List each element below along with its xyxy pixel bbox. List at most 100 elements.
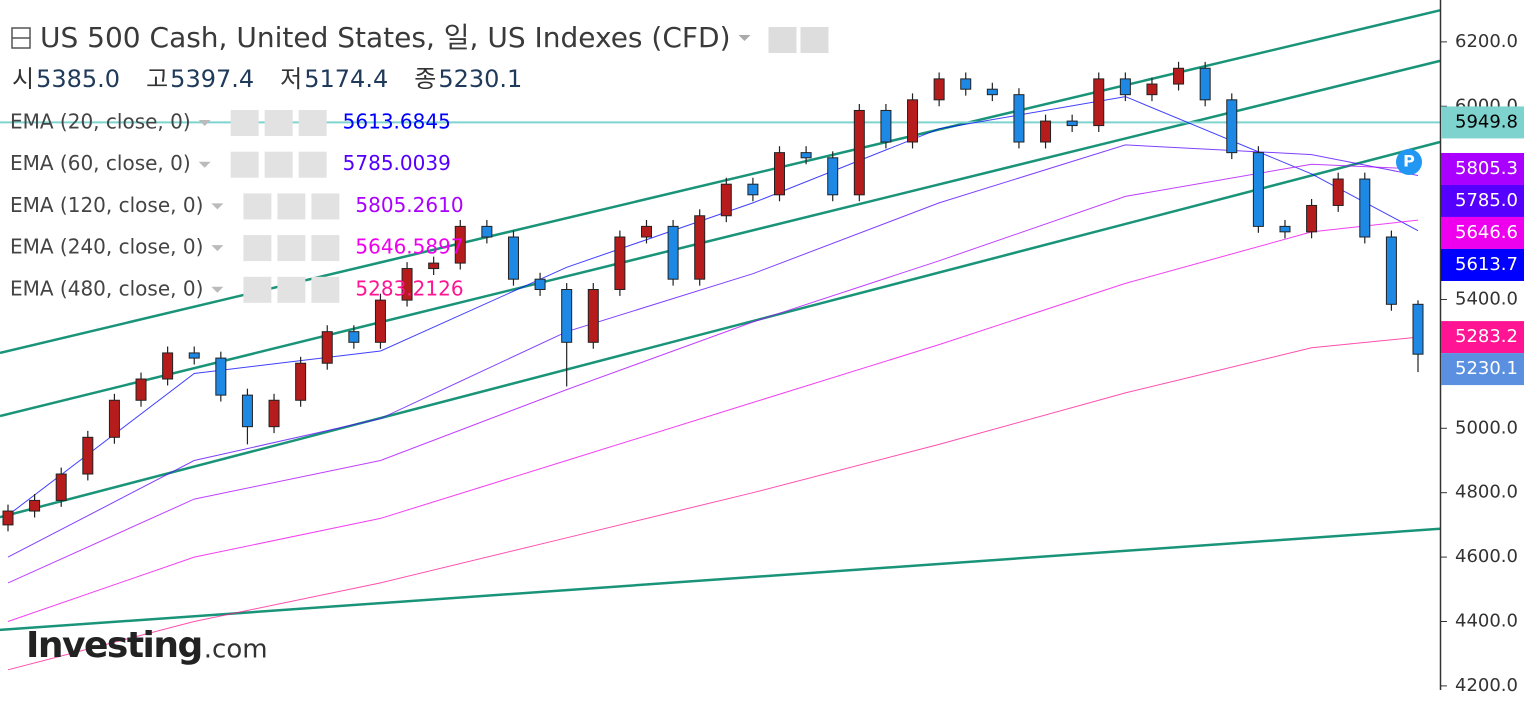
dropdown-arrow[interactable] bbox=[738, 35, 751, 41]
legend-icon[interactable] bbox=[311, 193, 340, 220]
y-tick-label: 4200.0 bbox=[1455, 675, 1518, 696]
candle-body bbox=[29, 499, 41, 512]
trend-line bbox=[0, 9, 1441, 355]
price-label-box bbox=[1441, 248, 1524, 281]
legend-icon[interactable] bbox=[277, 235, 306, 262]
candle-body bbox=[720, 183, 732, 217]
candle-body bbox=[374, 299, 386, 343]
candle-body bbox=[1173, 67, 1185, 85]
legend-icon[interactable] bbox=[311, 276, 340, 303]
legend-name: EMA (20, close, 0) bbox=[10, 110, 191, 134]
candle-body bbox=[1385, 236, 1397, 305]
price-label: 5949.8 bbox=[1455, 111, 1518, 132]
legend-dropdown[interactable] bbox=[198, 120, 211, 126]
price-label-box bbox=[1441, 106, 1524, 139]
legend-icon[interactable] bbox=[277, 276, 306, 303]
y-tick-label: 4800.0 bbox=[1455, 482, 1518, 503]
price-label-box bbox=[1441, 321, 1524, 354]
price-label: 5230.1 bbox=[1455, 358, 1518, 379]
candle-body bbox=[561, 288, 573, 343]
candle-body bbox=[694, 215, 706, 280]
price-label: 5283.2 bbox=[1455, 326, 1518, 347]
candle-body bbox=[1279, 225, 1291, 233]
legend-value: 5613.6845 bbox=[343, 110, 451, 134]
legend-icon[interactable] bbox=[264, 110, 293, 136]
header: US 500 Cash, United States, 일, US Indexe… bbox=[10, 21, 829, 303]
candle-body bbox=[428, 262, 440, 270]
legend-icon[interactable] bbox=[298, 151, 327, 178]
legend-icon[interactable] bbox=[243, 276, 272, 303]
legend-icon[interactable] bbox=[311, 235, 340, 262]
price-label-box bbox=[1441, 184, 1524, 217]
candle-body bbox=[454, 225, 466, 264]
price-label: 5785.0 bbox=[1455, 190, 1518, 211]
chart-title: US 500 Cash, United States, 일, US Indexe… bbox=[40, 21, 731, 54]
y-tick-label: 4600.0 bbox=[1455, 546, 1518, 567]
plot-area: P bbox=[0, 9, 1441, 671]
candle-body bbox=[960, 78, 972, 90]
legend-icon[interactable] bbox=[230, 110, 259, 136]
title-icon[interactable] bbox=[800, 27, 829, 53]
legend-dropdown[interactable] bbox=[198, 161, 211, 168]
price-label-box bbox=[1441, 353, 1524, 386]
candle-body bbox=[587, 288, 599, 343]
logo-brand: Investing bbox=[26, 625, 202, 666]
candle-body bbox=[800, 152, 812, 159]
ema-line bbox=[7, 336, 1419, 671]
candle-body bbox=[1332, 178, 1344, 206]
candle-body bbox=[2, 510, 14, 526]
legend-dropdown[interactable] bbox=[211, 245, 224, 252]
legend-icon[interactable] bbox=[230, 151, 259, 178]
ohlc-label: 고 bbox=[146, 65, 168, 93]
trend-line bbox=[0, 527, 1441, 632]
candle-body bbox=[1093, 78, 1105, 127]
legend-icon[interactable] bbox=[298, 110, 327, 136]
legend-name: EMA (240, close, 0) bbox=[10, 235, 203, 259]
candle-body bbox=[321, 331, 333, 364]
candle-body bbox=[534, 278, 546, 290]
ema-line bbox=[7, 163, 1419, 584]
candle-body bbox=[82, 436, 94, 475]
candle-body bbox=[1199, 67, 1211, 101]
marker-icon[interactable] bbox=[1396, 149, 1422, 175]
legend-value: 5283.2126 bbox=[355, 276, 463, 300]
candle-body bbox=[188, 352, 200, 359]
legend-icon[interactable] bbox=[264, 151, 293, 178]
candle-body bbox=[108, 399, 120, 438]
candle-body bbox=[1412, 303, 1424, 355]
legend-dropdown[interactable] bbox=[211, 203, 224, 210]
legend-icon[interactable] bbox=[243, 235, 272, 262]
candle-body bbox=[1146, 83, 1158, 96]
trend-line bbox=[0, 59, 1441, 418]
y-tick-label: 6200.0 bbox=[1455, 31, 1518, 52]
candle-body bbox=[1013, 94, 1025, 143]
logo: Investing .com bbox=[26, 625, 268, 666]
legend-icon[interactable] bbox=[243, 193, 272, 220]
ohlc-label: 시 bbox=[12, 65, 34, 93]
ohlc-value: 5385.0 bbox=[36, 65, 120, 93]
candle-body bbox=[481, 225, 493, 238]
candle-body bbox=[986, 88, 998, 96]
candle-body bbox=[401, 268, 413, 301]
ema-line bbox=[7, 144, 1419, 558]
legend-value: 5785.0039 bbox=[343, 151, 451, 175]
candle-body bbox=[1040, 120, 1052, 143]
title-icon[interactable] bbox=[768, 27, 797, 53]
ohlc-value: 5230.1 bbox=[438, 65, 522, 93]
y-tick-label: 4400.0 bbox=[1455, 610, 1518, 631]
ohlc-value: 5174.4 bbox=[304, 65, 388, 93]
candle-body bbox=[640, 225, 652, 238]
candle-body bbox=[1359, 178, 1371, 238]
trend-line bbox=[0, 140, 1441, 519]
candle-body bbox=[853, 109, 865, 196]
legend-icon[interactable] bbox=[277, 193, 306, 220]
candle-body bbox=[55, 473, 67, 501]
legend-dropdown[interactable] bbox=[211, 286, 224, 293]
candle-body bbox=[614, 236, 626, 290]
legend-value: 5646.5897 bbox=[355, 235, 463, 259]
candle-body bbox=[348, 331, 360, 343]
price-label: 5805.3 bbox=[1455, 158, 1518, 179]
y-tick-label: 5000.0 bbox=[1455, 417, 1518, 438]
ema-line bbox=[7, 219, 1419, 622]
